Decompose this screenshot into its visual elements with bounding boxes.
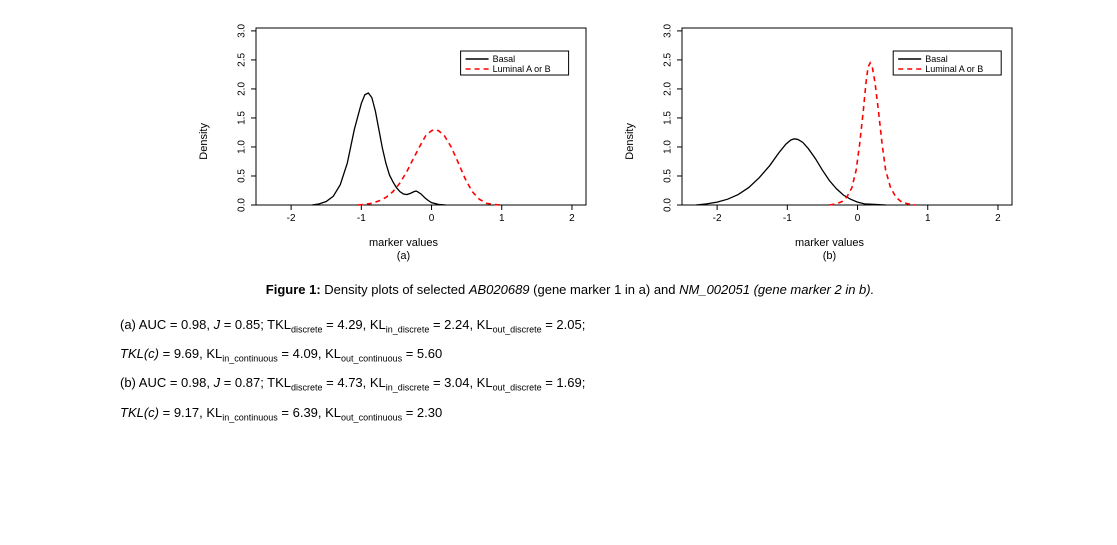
series-basal (312, 93, 445, 205)
svg-text:1.0: 1.0 (662, 140, 673, 154)
svg-text:-1: -1 (782, 213, 791, 224)
svg-text:0.5: 0.5 (662, 169, 673, 183)
y-axis-label: Density (624, 123, 636, 160)
legend-item-label: Luminal A or B (492, 64, 550, 74)
svg-text:3.0: 3.0 (236, 24, 247, 38)
svg-text:0: 0 (428, 213, 434, 224)
svg-text:1: 1 (924, 213, 930, 224)
series-luminal-a-or-b (357, 130, 500, 205)
caption-stat-line: (b) AUC = 0.98, J = 0.87; TKLdiscrete = … (120, 369, 1020, 398)
svg-text:2.5: 2.5 (236, 53, 247, 67)
series-luminal-a-or-b (829, 63, 915, 205)
svg-text:3.0: 3.0 (662, 24, 673, 38)
svg-text:2: 2 (569, 213, 575, 224)
density-plot-b: Density -2 -1 0 1 2 0.0 0.5 1.0 1.5 2.0 2.5 3.0 Basal… (624, 20, 1020, 262)
legend-item-label: Luminal A or B (925, 64, 983, 74)
x-axis-label: marker values (795, 237, 864, 249)
panel-sublabel: (b) (823, 250, 836, 262)
svg-text:2.5: 2.5 (662, 53, 673, 67)
svg-text:0.5: 0.5 (236, 169, 247, 183)
density-plot-a: Density -2 -1 0 1 2 0.0 0.5 1.0 1.5 2.0 2.5 3.0 Basal… (198, 20, 594, 262)
caption-block: Figure 1: Density plots of selected AB02… (120, 276, 1020, 428)
caption-stat-line: (a) AUC = 0.98, J = 0.85; TKLdiscrete = … (120, 311, 1020, 340)
caption-stat-line: TKL(c) = 9.69, KLin_continuous = 4.09, K… (120, 340, 1020, 369)
panel-sublabel: (a) (397, 250, 410, 262)
caption-stat-line: TKL(c) = 9.17, KLin_continuous = 6.39, K… (120, 399, 1020, 428)
svg-text:2.0: 2.0 (662, 82, 673, 96)
svg-text:0.0: 0.0 (236, 198, 247, 212)
svg-text:0.0: 0.0 (662, 198, 673, 212)
plot-svg: -2 -1 0 1 2 0.0 0.5 1.0 1.5 2.0 2.5 3.0 BasalLuminal… (640, 20, 1020, 235)
svg-text:1.5: 1.5 (662, 111, 673, 125)
svg-text:1.0: 1.0 (236, 140, 247, 154)
x-axis-label: marker values (369, 237, 438, 249)
svg-text:1.5: 1.5 (236, 111, 247, 125)
svg-text:2.0: 2.0 (236, 82, 247, 96)
y-axis-label: Density (198, 123, 210, 160)
svg-text:2: 2 (995, 213, 1001, 224)
svg-text:-2: -2 (712, 213, 721, 224)
legend-item-label: Basal (492, 54, 515, 64)
caption-label: Figure 1: (266, 282, 321, 297)
legend-item-label: Basal (925, 54, 948, 64)
caption-lines: (a) AUC = 0.98, J = 0.85; TKLdiscrete = … (120, 311, 1020, 429)
figure-caption: Figure 1: Density plots of selected AB02… (120, 276, 1020, 305)
plot-svg: -2 -1 0 1 2 0.0 0.5 1.0 1.5 2.0 2.5 3.0 BasalLuminal… (214, 20, 594, 235)
svg-text:-1: -1 (356, 213, 365, 224)
svg-text:-2: -2 (286, 213, 295, 224)
svg-text:0: 0 (854, 213, 860, 224)
svg-text:1: 1 (498, 213, 504, 224)
figure-row: Density -2 -1 0 1 2 0.0 0.5 1.0 1.5 2.0 2.5 3.0 Basal… (120, 20, 1097, 262)
series-basal (696, 139, 886, 205)
